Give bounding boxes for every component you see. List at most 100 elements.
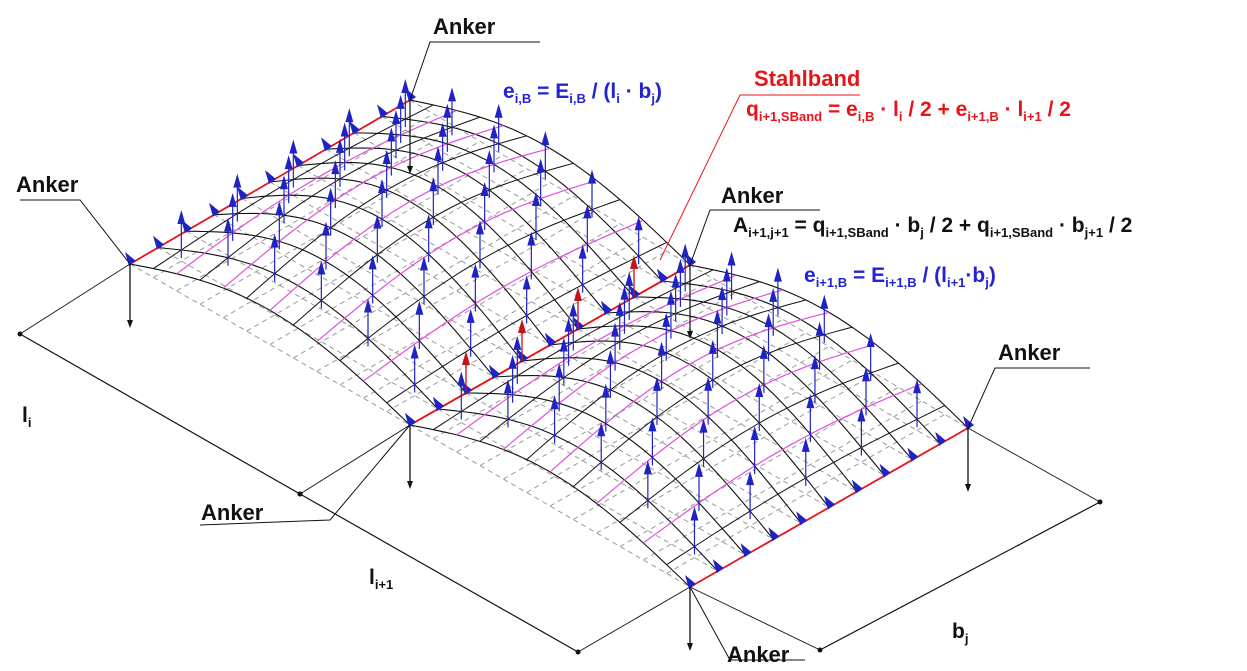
leader-stahlband <box>659 94 860 261</box>
dimension-label-li1: li+1 <box>369 566 394 592</box>
pink-line <box>549 311 830 473</box>
formula-anchor-force: Ai+1,j+1 = qi+1,SBand · bj / 2 + qi+1,SB… <box>733 214 1133 240</box>
edge-arrow <box>740 543 752 558</box>
load-arrow-head <box>913 379 922 394</box>
load-arrow-head <box>494 103 503 118</box>
edge-arrow <box>405 88 416 102</box>
load-arrow-head <box>769 287 778 302</box>
load-arrow-head <box>606 349 615 364</box>
load-arrow-head <box>424 214 433 229</box>
load-arrow-head <box>713 309 722 324</box>
edge-arrow <box>293 153 304 168</box>
load-arrow-head <box>611 322 620 337</box>
edge-arrow <box>125 252 136 266</box>
edge-arrow <box>489 365 500 379</box>
edge-arrow <box>657 269 668 283</box>
load-arrow-head <box>508 354 517 369</box>
anker-label-top: Anker <box>433 14 496 39</box>
load-arrow-head <box>764 313 773 328</box>
extension-line <box>19 263 131 335</box>
pink-line <box>269 147 551 311</box>
base-grid-line <box>549 344 830 508</box>
load-arrow-head <box>378 179 386 194</box>
load-arrow-head <box>727 251 736 266</box>
load-arrow-head <box>513 335 522 350</box>
load-arrow-head <box>578 244 587 259</box>
load-arrow-head <box>676 258 685 273</box>
anker-label-lower-left: Anker <box>201 500 264 525</box>
load-arrow-head <box>588 169 596 184</box>
pink-line <box>362 219 644 382</box>
load-arrow-head <box>634 216 643 231</box>
load-arrow-head <box>490 124 498 139</box>
leader-lines <box>20 41 1090 661</box>
anker-label-mid: Anker <box>721 183 784 208</box>
extension-line <box>577 586 691 653</box>
load-arrow-head <box>801 437 810 452</box>
load-arrow-head <box>597 422 606 437</box>
load-arrow-head <box>625 271 634 286</box>
load-arrow-head <box>233 173 242 188</box>
load-arrow-head <box>410 344 419 359</box>
pink-membrane-lines <box>176 109 922 544</box>
edge-arrow <box>349 120 360 135</box>
leader-anker-left <box>20 199 131 265</box>
edge-arrow <box>824 495 835 510</box>
dimension-label-bj: bj <box>952 620 969 646</box>
base-grid-line <box>549 346 830 507</box>
load-arrow-head <box>368 255 377 270</box>
formula-q-sband: qi+1,SBand = ei,B · li / 2 + ei+1,B · li… <box>746 98 1071 124</box>
pink-line <box>222 124 504 289</box>
base-grid-line <box>353 132 635 298</box>
edge-arrow <box>209 202 220 217</box>
anker-label-bottom: Anker <box>727 642 790 667</box>
stahlband-label: Stahlband <box>754 66 861 91</box>
edge-arrow <box>237 186 248 201</box>
load-arrow-head <box>699 418 708 433</box>
load-arrow-head <box>601 383 610 398</box>
load-arrow-head <box>340 122 349 137</box>
reaction-arrow-head <box>574 287 582 301</box>
load-arrow-head <box>224 217 232 232</box>
load-arrow-head <box>532 191 540 206</box>
load-arrow-head <box>336 138 344 153</box>
load-arrow-head <box>690 506 699 521</box>
anker-label-right: Anker <box>998 340 1061 365</box>
pink-line <box>642 383 922 544</box>
load-arrows <box>125 79 974 651</box>
load-arrow-head <box>503 379 512 394</box>
dimension-line-li <box>19 333 301 495</box>
load-arrow-head <box>382 150 391 165</box>
load-arrow-head <box>275 201 284 216</box>
dimension-lines <box>17 263 1103 655</box>
edge-arrow <box>153 235 164 250</box>
load-arrow-head <box>695 462 703 477</box>
load-arrow-head <box>657 341 666 356</box>
dimension-line-bj <box>819 501 1101 651</box>
load-arrow-head <box>396 94 405 109</box>
load-arrow-head <box>718 286 727 301</box>
formula-e-iB: ei,B = Ei,B / (li · bj) <box>503 80 663 106</box>
load-arrow-head <box>866 332 875 347</box>
dimension-line-li1 <box>299 493 579 653</box>
edge-arrow <box>796 511 808 526</box>
load-arrow-head <box>476 220 484 235</box>
load-arrow-head <box>480 182 489 197</box>
leader-anker-right <box>967 367 1090 429</box>
pink-line <box>456 274 737 436</box>
edge-arrow <box>963 416 974 430</box>
leader-anker-top <box>409 41 540 101</box>
load-arrow-head <box>471 263 480 278</box>
load-arrow-head <box>583 204 592 219</box>
load-arrow-head <box>387 127 396 142</box>
load-arrow-head <box>620 285 629 300</box>
load-arrow-head <box>522 275 531 290</box>
load-arrow-head <box>401 79 410 94</box>
base-grid-line <box>223 154 504 319</box>
load-arrow-head <box>284 155 293 170</box>
load-arrow-head <box>270 233 279 248</box>
base-grid-line <box>316 209 597 372</box>
load-arrow-head <box>755 383 764 398</box>
